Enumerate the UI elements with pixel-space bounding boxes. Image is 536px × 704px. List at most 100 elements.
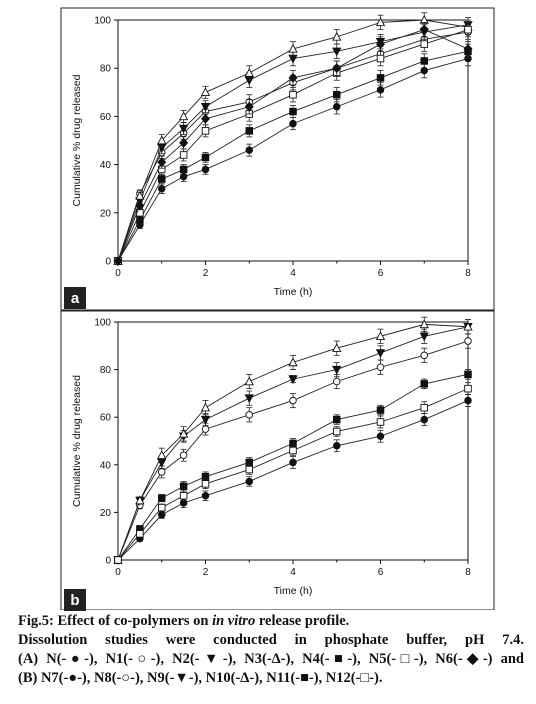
data-point [463, 321, 473, 331]
data-point [179, 137, 189, 148]
data-point [157, 157, 167, 168]
panel-label-b: b [64, 589, 86, 611]
data-point [245, 477, 253, 486]
y-tick-label: 60 [100, 112, 112, 123]
data-point [375, 39, 386, 50]
series-n3 [113, 12, 473, 265]
data-point [419, 24, 429, 35]
y-tick-label: 80 [100, 64, 112, 75]
y-tick-label: 40 [100, 460, 112, 471]
data-point [375, 349, 386, 359]
data-point [113, 256, 123, 266]
series-line [117, 400, 469, 561]
y-tick-label: 60 [100, 413, 112, 424]
data-point [332, 47, 342, 57]
x-tick-label: 4 [290, 268, 296, 279]
data-point [288, 357, 298, 367]
data-point [179, 451, 188, 460]
data-point [245, 146, 253, 154]
chart-panel-b: 0 20 40 60 80 100 0 2 4 6 8 Time (h) Cumulative % dr… [60, 309, 495, 611]
data-point [376, 363, 385, 371]
caption-title-prefix: Fig.5: Effect of co-polymers on [18, 613, 213, 629]
data-point [332, 365, 342, 375]
x-tick-label: 2 [203, 268, 209, 279]
series-n10 [113, 316, 473, 564]
data-point [420, 380, 429, 388]
x-tick-label: 6 [378, 268, 384, 279]
y-axis-label: Cumulative % drug released [71, 74, 83, 206]
data-point [200, 113, 211, 124]
data-point [114, 556, 122, 564]
data-point [288, 375, 298, 385]
data-point [200, 103, 211, 112]
series-n7 [114, 394, 472, 564]
y-tick-label: 20 [100, 208, 112, 219]
data-point [376, 54, 385, 63]
data-point [464, 396, 472, 405]
data-point [244, 67, 254, 77]
data-point [157, 184, 166, 193]
data-point [332, 63, 342, 74]
x-tick-label: 0 [115, 268, 121, 279]
series-n [114, 50, 472, 265]
data-point [157, 503, 166, 512]
data-point [420, 351, 429, 360]
data-point [464, 384, 472, 393]
data-point [157, 494, 166, 502]
data-point [201, 127, 210, 135]
data-point [375, 331, 386, 341]
data-point [332, 31, 342, 41]
data-point [201, 480, 210, 488]
series-line [117, 31, 469, 262]
y-tick-label: 80 [100, 365, 112, 376]
data-point [289, 107, 297, 116]
data-point [157, 135, 167, 145]
x-tick-label: 4 [290, 567, 296, 578]
caption-title: Fig.5: Effect of co-polymers on in vitro… [18, 612, 524, 631]
data-point [420, 40, 429, 48]
data-point [464, 370, 472, 379]
data-point [179, 165, 188, 174]
data-point [420, 415, 429, 424]
data-point [288, 43, 298, 53]
series-n12 [114, 382, 472, 564]
data-point [244, 376, 254, 386]
x-tick-label: 8 [465, 268, 471, 279]
data-point [136, 530, 144, 538]
y-tick-label: 100 [94, 318, 111, 329]
series-n6 [113, 22, 473, 266]
data-point [332, 343, 342, 352]
data-point [289, 458, 297, 467]
data-point [376, 86, 385, 94]
data-point [289, 396, 297, 405]
data-point [135, 495, 145, 505]
panel-frame [60, 309, 495, 611]
y-tick-label: 40 [100, 160, 112, 171]
y-axis-label: Cumulative % drug released [71, 375, 83, 507]
data-point [420, 57, 429, 65]
data-point [201, 165, 210, 174]
data-point [376, 74, 385, 82]
data-point [135, 190, 145, 200]
data-point [333, 415, 341, 424]
data-point [288, 72, 298, 83]
data-point [245, 411, 253, 419]
data-point [376, 418, 385, 426]
data-point [333, 90, 341, 99]
caption-line-3: (A) N(-●-), N1(-○-), N2(-▼-), N3(-Δ-), N… [18, 651, 524, 667]
x-tick-label: 0 [115, 567, 121, 578]
data-point [333, 377, 341, 386]
caption-line-4: (B) N7(-●-), N8(-○-), N9(-▼-), N10(-Δ-),… [18, 670, 383, 686]
data-point [157, 468, 166, 476]
data-point [179, 482, 188, 490]
caption-title-suffix: release profile. [255, 613, 350, 629]
data-point [464, 25, 472, 34]
data-point [244, 394, 254, 404]
data-point [289, 119, 297, 128]
y-tick-label: 100 [94, 16, 111, 27]
data-point [157, 450, 167, 460]
data-point [179, 491, 188, 500]
data-point [376, 406, 385, 414]
chart-panel-a: 0 20 40 60 80 100 0 2 4 6 8 Time (h) Cumulative % dr… [60, 7, 495, 312]
data-point [135, 200, 145, 211]
